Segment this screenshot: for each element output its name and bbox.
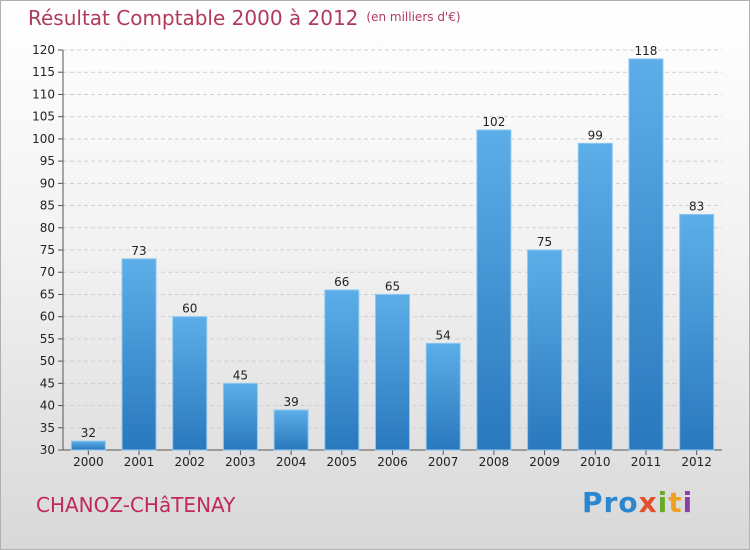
- y-tick-label: 60: [40, 310, 55, 324]
- data-label: 102: [482, 115, 505, 129]
- x-tick-label: 2005: [327, 455, 358, 469]
- y-tick-label: 80: [40, 221, 55, 235]
- y-tick-label: 45: [40, 376, 55, 390]
- logo-part: Pro: [582, 486, 639, 519]
- y-tick-label: 100: [32, 132, 55, 146]
- logo-part: i: [657, 486, 669, 519]
- bar-2002: [172, 316, 208, 451]
- y-tick-label: 65: [40, 287, 55, 301]
- x-tick-label: 2012: [681, 455, 712, 469]
- data-label: 60: [182, 302, 197, 316]
- bar-2003: [222, 382, 258, 451]
- y-tick-label: 70: [40, 265, 55, 279]
- proxiti-logo: Proxiti: [582, 486, 693, 519]
- data-label: 45: [233, 368, 248, 382]
- bar-2004: [273, 409, 309, 451]
- x-tick-label: 2010: [580, 455, 611, 469]
- bar-2011: [628, 58, 664, 451]
- y-tick-label: 105: [32, 110, 55, 124]
- x-tick-label: 2002: [174, 455, 205, 469]
- x-tick-label: 2003: [225, 455, 256, 469]
- y-tick-label: 85: [40, 199, 55, 213]
- x-tick-label: 2008: [479, 455, 510, 469]
- data-label: 75: [537, 235, 552, 249]
- bar-2007: [425, 342, 461, 451]
- chart-title-text: Résultat Comptable 2000 à 2012: [28, 6, 359, 30]
- logo-part: x: [638, 486, 658, 519]
- y-tick-label: 120: [32, 43, 55, 57]
- logo-part: t: [668, 486, 683, 519]
- y-tick-label: 110: [32, 87, 55, 101]
- data-label: 32: [81, 426, 96, 440]
- y-tick-label: 75: [40, 243, 55, 257]
- x-tick-label: 2011: [631, 455, 662, 469]
- chart-title: Résultat Comptable 2000 à 2012 (en millie…: [28, 6, 461, 30]
- bar-layer: [70, 58, 715, 451]
- bar-2012: [679, 213, 715, 451]
- data-label: 73: [131, 244, 146, 258]
- x-tick-label: 2006: [377, 455, 408, 469]
- bar-2008: [476, 129, 512, 451]
- y-tick-label: 55: [40, 332, 55, 346]
- data-label: 83: [689, 199, 704, 213]
- x-tick-label: 2007: [428, 455, 459, 469]
- x-tick-label: 2009: [529, 455, 560, 469]
- y-tick-label: 95: [40, 154, 55, 168]
- data-label: 118: [635, 44, 658, 58]
- commune-name: CHANOZ-CHâTENAY: [36, 493, 236, 517]
- chart-unit: (en milliers d'€): [366, 10, 461, 24]
- x-tick-label: 2004: [276, 455, 307, 469]
- bar-2010: [577, 142, 613, 451]
- bar-2009: [527, 249, 563, 451]
- data-label: 39: [283, 395, 298, 409]
- x-tick-label: 2000: [73, 455, 104, 469]
- y-tick-label: 35: [40, 421, 55, 435]
- y-tick-label: 90: [40, 176, 55, 190]
- data-label: 65: [385, 279, 400, 293]
- y-tick-label: 40: [40, 399, 55, 413]
- logo-part: i: [682, 486, 694, 519]
- data-label: 99: [588, 128, 603, 142]
- y-tick-label: 115: [32, 65, 55, 79]
- axis-layer: 30 35 40 45 50 55 60 65 70 75 80 85 90 95 100 105 110 115…: [32, 43, 722, 469]
- x-tick-label: 2001: [124, 455, 155, 469]
- bar-2005: [324, 289, 360, 451]
- bar-2006: [375, 293, 410, 451]
- y-tick-label: 50: [40, 354, 55, 368]
- data-label: 54: [436, 328, 451, 342]
- bar-2001: [121, 258, 157, 451]
- data-label: 66: [334, 275, 349, 289]
- label-layer: 32 73 60 45 39 66 65 54 102 75 99 118 83: [81, 44, 705, 440]
- y-tick-label: 30: [40, 443, 55, 457]
- bar-2000: [70, 440, 106, 451]
